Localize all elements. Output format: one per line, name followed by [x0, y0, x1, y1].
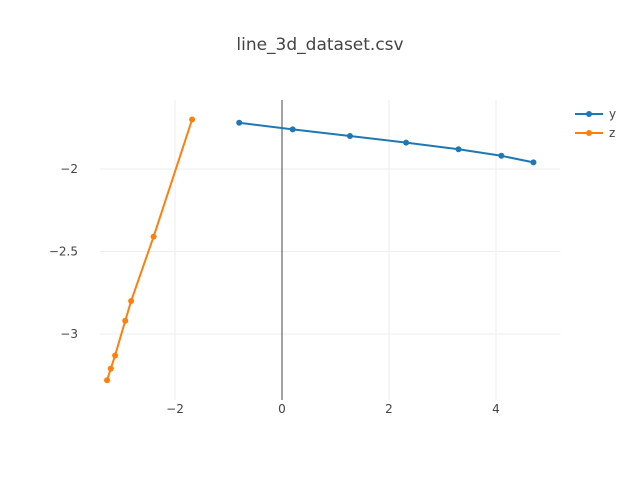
- chart-title: line_3d_dataset.csv: [236, 35, 403, 55]
- data-point-y: [346, 133, 353, 139]
- y-tick-label: −3: [60, 327, 78, 341]
- legend-swatch-marker: [586, 111, 592, 117]
- series-line-y: [239, 121, 534, 164]
- data-point-z: [104, 377, 111, 384]
- data-point-z: [122, 317, 129, 324]
- y-tick-label: −2.5: [49, 245, 78, 259]
- data-point-z: [128, 298, 135, 304]
- data-point-y: [530, 159, 537, 166]
- series-y: [236, 119, 537, 166]
- data-point-z: [107, 365, 114, 372]
- x-tick-label: −2: [166, 402, 184, 416]
- series-z: [104, 116, 196, 384]
- data-point-y: [289, 126, 296, 133]
- data-point-y: [403, 139, 410, 146]
- series-layer: [104, 116, 537, 384]
- data-point-y: [236, 119, 243, 126]
- legend-item-y[interactable]: y: [575, 107, 616, 121]
- data-point-y: [455, 146, 462, 153]
- x-tick-label: 2: [385, 402, 393, 416]
- legend-label: z: [609, 126, 615, 140]
- legend-item-z[interactable]: z: [575, 126, 615, 140]
- x-tick-label: 4: [492, 402, 500, 416]
- data-point-z: [189, 116, 196, 123]
- data-point-y: [498, 152, 505, 159]
- data-point-z: [150, 233, 157, 240]
- grid-layer: [100, 100, 561, 400]
- legend[interactable]: yz: [575, 107, 616, 140]
- axis-layer: −2 −2.5 −3 −2 0 2 4: [49, 100, 500, 416]
- series-line-z: [106, 119, 194, 381]
- x-tick-label: 0: [278, 402, 286, 416]
- legend-swatch-marker: [586, 130, 592, 136]
- legend-label: y: [609, 107, 616, 121]
- data-point-z: [112, 352, 119, 359]
- y-tick-label: −2: [60, 162, 78, 176]
